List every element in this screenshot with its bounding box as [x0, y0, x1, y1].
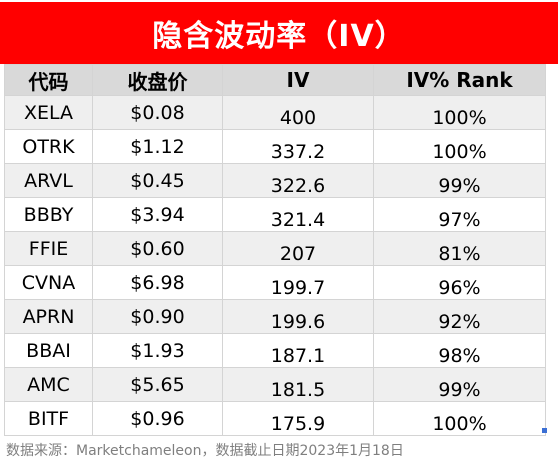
rank-cell: 92%	[373, 299, 546, 334]
iv-cell: 400	[222, 95, 374, 130]
ticker-cell: XELA	[4, 95, 93, 130]
price-cell: $1.93	[92, 333, 223, 368]
price-cell: $0.90	[92, 299, 223, 334]
rank-cell: 99%	[373, 367, 546, 402]
ticker-cell: CVNA	[4, 265, 93, 300]
ticker-cell: AMC	[4, 367, 93, 402]
price-cell: $0.08	[92, 95, 223, 130]
price-cell: $1.12	[92, 129, 223, 164]
table-row: BITF $0.96 175.9 100%	[4, 401, 546, 436]
iv-cell: 175.9	[222, 401, 374, 436]
header-row: 代码 收盘价 IV IV% Rank	[4, 64, 546, 96]
table-title: 隐含波动率（IV）	[0, 2, 558, 64]
price-cell: $5.65	[92, 367, 223, 402]
rank-cell: 99%	[373, 163, 546, 198]
ticker-cell: BBBY	[4, 197, 93, 232]
table-row: AMC $5.65 181.5 99%	[4, 367, 546, 402]
rank-cell: 100%	[373, 401, 546, 436]
table-row: CVNA $6.98 199.7 96%	[4, 265, 546, 300]
table-row: BBBY $3.94 321.4 97%	[4, 197, 546, 232]
ticker-cell: FFIE	[4, 231, 93, 266]
table-row: APRN $0.90 199.6 92%	[4, 299, 546, 334]
rank-cell: 98%	[373, 333, 546, 368]
price-cell: $0.96	[92, 401, 223, 436]
ticker-cell: APRN	[4, 299, 93, 334]
iv-cell: 207	[222, 231, 374, 266]
ticker-cell: ARVL	[4, 163, 93, 198]
rank-cell: 100%	[373, 95, 546, 130]
iv-cell: 187.1	[222, 333, 374, 368]
ticker-cell: BBAI	[4, 333, 93, 368]
table-row: XELA $0.08 400 100%	[4, 95, 546, 130]
column-header-close-price: 收盘价	[92, 64, 223, 96]
rank-cell: 96%	[373, 265, 546, 300]
source-note: 数据来源：Marketchameleon，数据截止日期2023年1月18日	[6, 443, 404, 459]
iv-table: 代码 收盘价 IV IV% Rank XELA $0.08 400 100% O…	[4, 64, 546, 436]
rank-cell: 81%	[373, 231, 546, 266]
column-header-ticker: 代码	[4, 64, 93, 96]
fill-handle-icon	[542, 428, 547, 433]
column-header-iv: IV	[222, 64, 374, 96]
rank-cell: 97%	[373, 197, 546, 232]
table-row: BBAI $1.93 187.1 98%	[4, 333, 546, 368]
table-row: ARVL $0.45 322.6 99%	[4, 163, 546, 198]
iv-cell: 337.2	[222, 129, 374, 164]
table-row: OTRK $1.12 337.2 100%	[4, 129, 546, 164]
price-cell: $0.60	[92, 231, 223, 266]
price-cell: $0.45	[92, 163, 223, 198]
iv-cell: 322.6	[222, 163, 374, 198]
price-cell: $3.94	[92, 197, 223, 232]
iv-cell: 181.5	[222, 367, 374, 402]
iv-cell: 321.4	[222, 197, 374, 232]
ticker-cell: BITF	[4, 401, 93, 436]
table-row: FFIE $0.60 207 81%	[4, 231, 546, 266]
price-cell: $6.98	[92, 265, 223, 300]
ticker-cell: OTRK	[4, 129, 93, 164]
iv-cell: 199.6	[222, 299, 374, 334]
column-header-iv-rank: IV% Rank	[373, 64, 546, 96]
rank-cell: 100%	[373, 129, 546, 164]
iv-cell: 199.7	[222, 265, 374, 300]
